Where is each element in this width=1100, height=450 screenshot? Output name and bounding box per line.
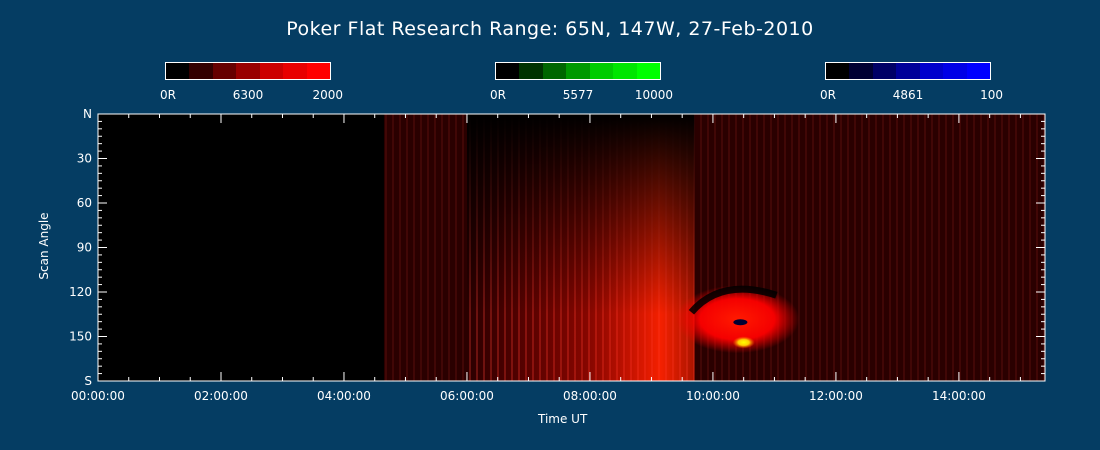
- colorbar-swatch: [259, 63, 284, 79]
- colorbar-swatch: [542, 63, 567, 79]
- colorbar-swatch: [872, 63, 897, 79]
- colorbar-swatch: [212, 63, 237, 79]
- y-tick-label: 150: [69, 330, 92, 344]
- x-tick-label: 12:00:00: [809, 389, 863, 403]
- y-tick-label: 90: [77, 241, 92, 255]
- colorbar-4861-bar: [825, 62, 991, 80]
- dark-arc: [688, 285, 778, 315]
- y-tick-label: 120: [69, 285, 92, 299]
- y-tick-label: N: [83, 107, 92, 121]
- colorbar-4861: 0R 4861 100: [820, 62, 1003, 102]
- colorbar-swatch: [849, 63, 873, 79]
- red-band-fade: [466, 114, 695, 315]
- colorbar-swatch: [826, 63, 850, 79]
- chart-title: Poker Flat Research Range: 65N, 147W, 27…: [286, 18, 814, 40]
- colorbar-swatch: [613, 63, 637, 79]
- colorbar-swatch: [636, 63, 660, 79]
- x-tick-label: 02:00:00: [194, 389, 248, 403]
- colorbar-5577-max-label: 10000: [634, 88, 673, 102]
- colorbar-swatch: [943, 63, 967, 79]
- colorbar-swatch: [566, 63, 590, 79]
- colorbar-swatch: [919, 63, 944, 79]
- x-axis-label: Time UT: [538, 412, 588, 426]
- x-tick-label: 06:00:00: [440, 389, 494, 403]
- x-tick-label: 14:00:00: [932, 389, 986, 403]
- colorbar-swatch: [519, 63, 543, 79]
- x-tick-label: 08:00:00: [563, 389, 617, 403]
- colorbar-4861-min-label: 0R: [820, 88, 836, 102]
- colorbar-5577-bar: [495, 62, 661, 80]
- yellow-spot: [732, 336, 755, 349]
- colorbar-6300-bar: [165, 62, 331, 80]
- colorbar-swatch: [966, 63, 990, 79]
- x-tick-label: 10:00:00: [686, 389, 740, 403]
- colorbar-6300-min-label: 0R: [160, 88, 176, 102]
- y-axis-label: Scan Angle: [37, 212, 51, 280]
- colorbar-5577-name-label: 5577: [562, 88, 594, 102]
- dark-spot: [733, 319, 748, 326]
- colorbar-5577: 0R 5577 10000: [490, 62, 673, 102]
- y-tick-label: 60: [77, 196, 92, 210]
- colorbar-swatch: [283, 63, 307, 79]
- colorbar-swatch: [589, 63, 614, 79]
- colorbar-swatch: [496, 63, 520, 79]
- colorbar-swatch: [306, 63, 330, 79]
- x-tick-label: 04:00:00: [317, 389, 371, 403]
- y-tick-label: 30: [77, 152, 92, 166]
- colorbar-4861-max-label: 100: [980, 88, 1003, 102]
- x-tick-label: 00:00:00: [71, 389, 125, 403]
- colorbar-4861-name-label: 4861: [892, 88, 924, 102]
- y-tick-label: S: [84, 374, 92, 388]
- colorbar-swatch: [896, 63, 920, 79]
- colorbar-swatch: [236, 63, 260, 79]
- colorbar-6300-name-label: 6300: [232, 88, 264, 102]
- colorbar-swatch: [189, 63, 213, 79]
- colorbar-5577-min-label: 0R: [490, 88, 506, 102]
- axes: 00:00:00 02:00:00 04:00:00 06:00:00 08:00:00…: [69, 107, 1045, 403]
- colorbar-swatch: [166, 63, 190, 79]
- emission-layer: [383, 114, 1045, 381]
- colorbar-6300: 0R 6300 2000: [160, 62, 343, 102]
- colorbar-6300-max-label: 2000: [312, 88, 343, 102]
